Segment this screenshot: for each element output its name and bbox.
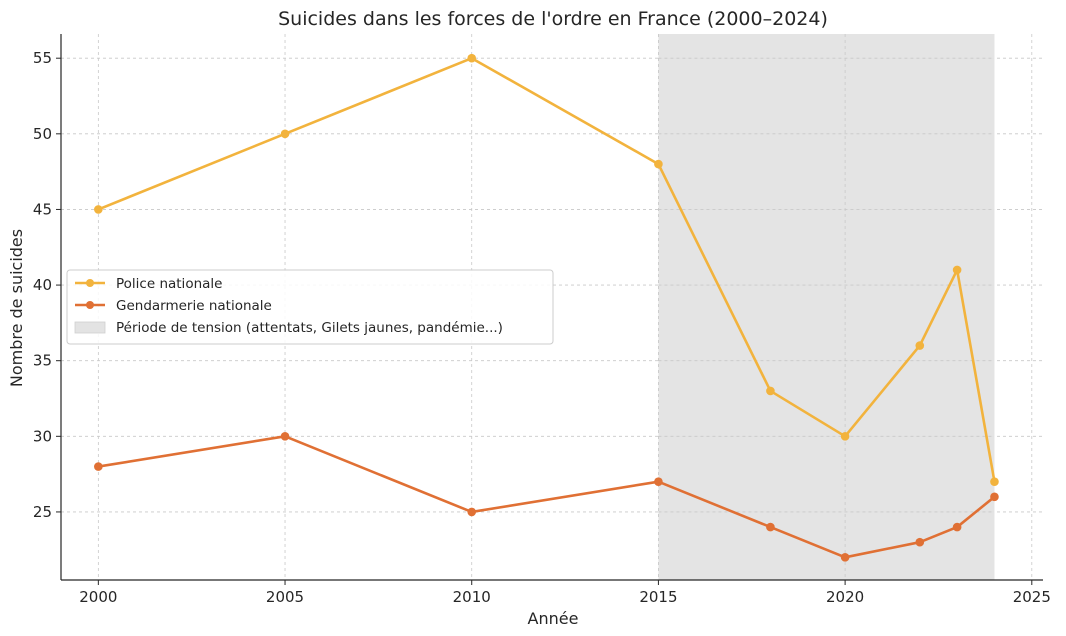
x-tick-label-2005: 2005 — [266, 588, 304, 606]
data-point-gendarmerie-nationale-2018 — [766, 522, 775, 532]
data-point-police-nationale-2018 — [766, 386, 775, 396]
data-point-gendarmerie-nationale-2022 — [915, 537, 925, 547]
shaded-region-layer — [658, 34, 995, 580]
legend-label-tension-period: Période de tension (attentats, Gilets ja… — [116, 320, 503, 336]
legend-marker-tension-period — [74, 321, 106, 334]
data-point-police-nationale-2024 — [990, 477, 999, 486]
data-point-gendarmerie-nationale-2024 — [990, 492, 999, 502]
y-axis-label: Nombre de suicides — [7, 229, 26, 387]
x-tick-label-2000: 2000 — [79, 588, 117, 606]
data-point-gendarmerie-nationale-2000 — [94, 462, 103, 471]
legend-label-gendarmerie: Gendarmerie nationale — [116, 298, 272, 314]
legend-dot-gendarmerie — [86, 301, 94, 309]
data-point-police-nationale-2020 — [840, 432, 850, 441]
tick-labels: 2000 2005 2010 2015 2020 2025 25 30 35 40 45 50 55 — [33, 49, 1051, 606]
data-point-gendarmerie-nationale-2020 — [840, 553, 850, 562]
x-tick-label-2010: 2010 — [453, 588, 491, 606]
data-point-police-nationale-2022 — [915, 341, 925, 350]
y-tick-label-30: 30 — [33, 427, 52, 445]
data-point-police-nationale-2005 — [280, 129, 290, 139]
legend-label-police: Police nationale — [116, 276, 222, 292]
series-gendarmerie-nationale — [94, 432, 999, 562]
y-tick-label-45: 45 — [33, 200, 52, 218]
x-axis-label: Année — [528, 609, 579, 628]
axes — [60, 34, 1043, 581]
legend-box — [66, 269, 554, 345]
data-point-police-nationale-2015 — [654, 159, 663, 169]
data-point-gendarmerie-nationale-2010 — [467, 507, 477, 517]
data-point-police-nationale-2000 — [94, 205, 103, 214]
series-police-nationale — [94, 53, 999, 486]
x-tick-label-2025: 2025 — [1013, 588, 1051, 606]
x-tick-label-2020: 2020 — [826, 588, 864, 606]
legend: Police nationale Gendarmerie nationale P… — [66, 269, 554, 345]
data-point-gendarmerie-nationale-2005 — [280, 432, 290, 441]
x-tick-label-2015: 2015 — [639, 588, 677, 606]
data-point-gendarmerie-nationale-2023 — [952, 522, 962, 532]
series-layer — [94, 53, 999, 562]
y-tick-label-40: 40 — [33, 276, 52, 294]
chart-title: Suicides dans les forces de l'ordre en F… — [278, 8, 828, 30]
data-point-gendarmerie-nationale-2015 — [654, 477, 663, 486]
data-point-police-nationale-2010 — [467, 53, 477, 63]
y-tick-label-35: 35 — [33, 352, 52, 370]
data-point-police-nationale-2023 — [952, 265, 962, 275]
shaded-region-tension-period — [658, 34, 995, 580]
legend-dot-police — [86, 279, 94, 287]
y-tick-label-55: 55 — [33, 49, 52, 67]
y-tick-label-50: 50 — [33, 125, 52, 143]
y-tick-label-25: 25 — [33, 503, 52, 521]
